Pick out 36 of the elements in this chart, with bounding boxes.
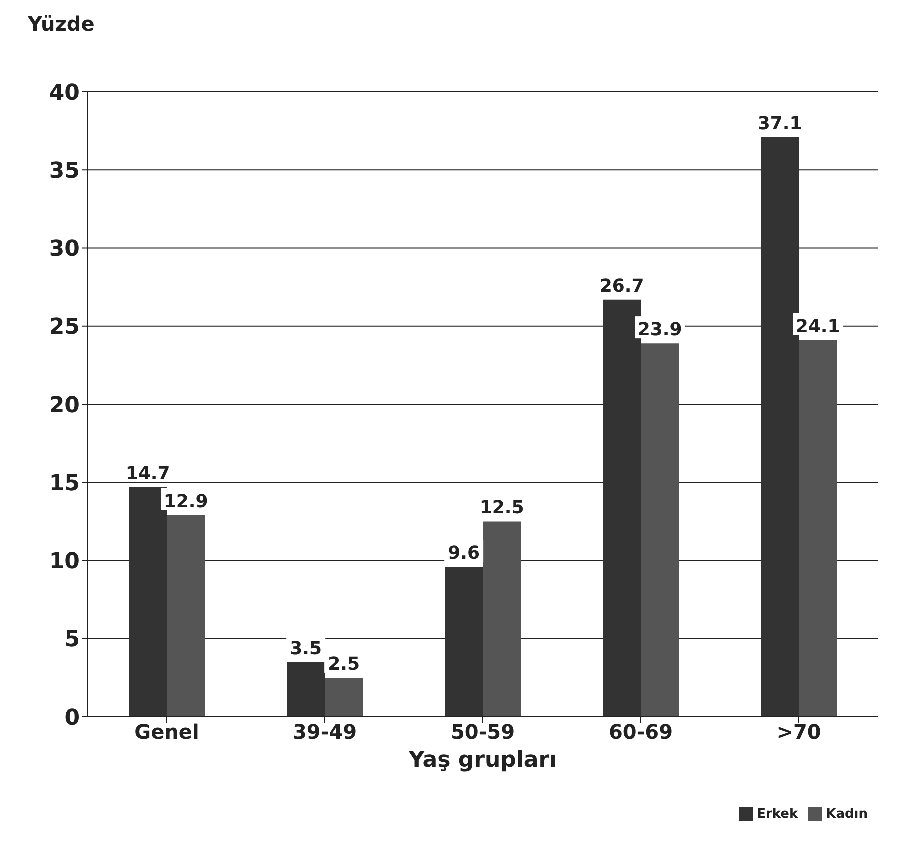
data-label: 23.9 — [638, 320, 682, 341]
legend-label: Erkek — [757, 807, 798, 822]
x-tick-label: 50-59 — [451, 720, 515, 744]
y-tick-label: 35 — [49, 158, 80, 184]
data-label: 9.6 — [448, 543, 480, 564]
legend-label: Kadın — [826, 807, 868, 822]
x-tick-label: 60-69 — [609, 720, 673, 744]
data-label: 14.7 — [126, 463, 170, 484]
x-tick-label: Genel — [134, 720, 200, 744]
y-tick-label: 20 — [49, 393, 80, 418]
y-tick-label: 40 — [49, 80, 80, 106]
y-tick-label: 30 — [49, 237, 80, 262]
x-axis-title: Yaş grupları — [408, 748, 558, 773]
x-tick-label: 39-49 — [293, 720, 357, 744]
y-axis-title: Yüzde — [27, 11, 96, 38]
data-label: 2.5 — [328, 654, 360, 675]
bar — [287, 662, 326, 717]
data-label: 3.5 — [290, 638, 322, 660]
data-label: 12.5 — [480, 498, 524, 519]
bar — [129, 487, 168, 717]
y-tick-label: 5 — [64, 628, 80, 653]
y-tick-label: 0 — [64, 706, 80, 731]
y-tick-label: 25 — [49, 315, 80, 340]
bar — [641, 344, 680, 717]
bar — [445, 567, 484, 717]
bar — [483, 522, 522, 717]
bar — [799, 340, 838, 717]
data-label: 24.1 — [796, 316, 840, 338]
data-label: 37.1 — [758, 113, 802, 134]
y-tick-label: 15 — [49, 471, 80, 496]
data-label: 26.7 — [600, 276, 644, 297]
bar — [325, 678, 364, 717]
bar — [167, 515, 206, 717]
x-tick-label: >70 — [776, 720, 822, 744]
y-tick-label: 10 — [49, 550, 80, 575]
data-label: 12.9 — [164, 491, 208, 512]
